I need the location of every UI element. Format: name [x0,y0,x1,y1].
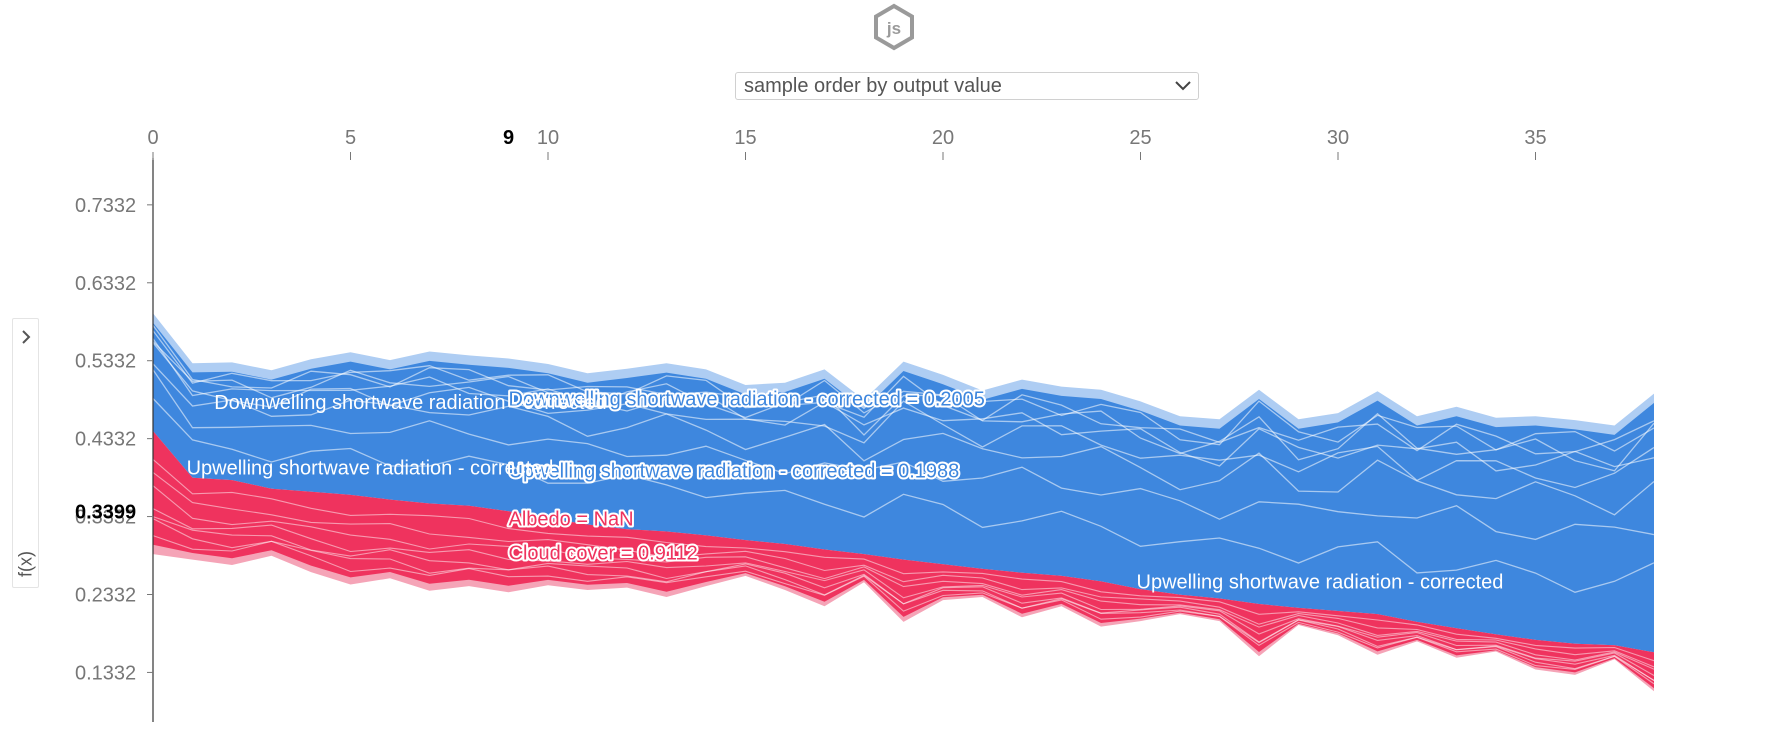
positive-feature-boundary [152,398,1655,593]
negative-feature-boundary [152,535,1655,685]
positive-feature-boundary [152,369,1655,541]
js-logo-text: js [886,19,901,38]
x-tick-label: 15 [734,127,756,149]
feature-label: Upwelling shortwave radiation - correcte… [509,461,960,483]
x-tick-label: 0 [147,127,158,149]
positive-feature-boundary [152,324,1655,455]
y-tick-label: 0.1332 [75,662,136,684]
x-tick-label: 10 [537,127,559,149]
negative-feature-boundary [152,458,1655,662]
chevron-right-icon[interactable] [17,325,35,349]
x-tick-label: 5 [345,127,356,149]
negative-feature-boundary [152,471,1655,668]
feature-label: Upwelling shortwave radiation - correcte… [1137,571,1504,593]
y-tick-label: 0.3332 [75,507,136,529]
x-tick-label: 20 [932,127,954,149]
negative-effect-area [153,431,1654,689]
feature-label: Albedo = NaN [509,508,634,530]
positive-feature-boundary [152,338,1655,472]
current-sample-y-label: 0.3399 [75,501,136,523]
feature-label: Downwelling shortwave radiation - correc… [214,392,606,414]
feature-label: Downwelling shortwave radiation - correc… [509,388,985,410]
sample-order-select-value: sample order by output value [744,74,1002,97]
negative-feature-boundary [152,485,1655,670]
y-tick-label: 0.6332 [75,273,136,295]
sample-order-select[interactable]: sample order by output value [735,72,1199,100]
y-tick-label: 0.2332 [75,584,136,606]
y-tick-label: 0.4332 [75,429,136,451]
chevron-down-icon [1175,81,1191,91]
positive-feature-boundary [152,340,1655,472]
x-tick-label: 30 [1327,127,1349,149]
positive-feature-boundary [152,342,1655,489]
js-logo-icon: js [874,3,914,51]
x-tick-label: 25 [1129,127,1151,149]
positive-feature-boundary [152,330,1655,452]
feature-label: Upwelling shortwave radiation - correcte… [187,458,554,480]
feature-label: Cloud cover = 0.9112 [509,543,698,565]
positive-feature-boundary [152,363,1655,516]
current-sample-x-label: 9 [503,127,514,149]
y-tick-label: 0.5332 [75,351,136,373]
positive-effect-area [153,322,1654,653]
x-tick-label: 35 [1524,127,1546,149]
y-tick-label: 0.7332 [75,195,136,217]
y-axis-panel: f(x) [12,318,39,588]
negative-feature-boundary [152,508,1655,676]
